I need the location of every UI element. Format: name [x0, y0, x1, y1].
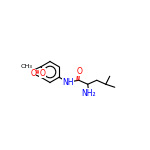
- Text: O: O: [30, 69, 36, 78]
- Text: NH: NH: [62, 78, 74, 87]
- Text: O: O: [77, 67, 83, 76]
- Text: NH₂: NH₂: [81, 89, 96, 98]
- Text: O: O: [39, 69, 45, 78]
- Text: CH₃: CH₃: [20, 64, 32, 69]
